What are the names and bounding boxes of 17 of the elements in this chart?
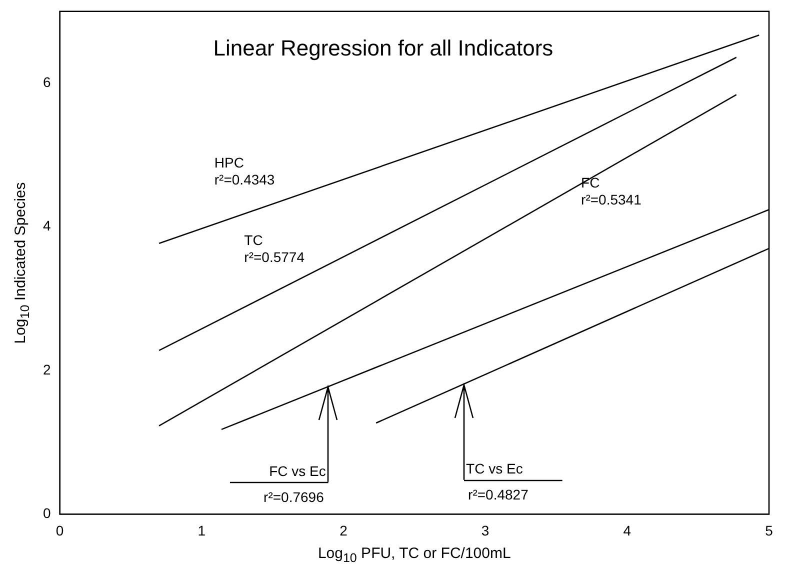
x-axis-title: Log$_{10}$ PFU, TC or FC/100mL bbox=[318, 545, 511, 565]
annotation: HPC r²=0.4343 bbox=[214, 154, 275, 188]
y-tick-label: 0 bbox=[42, 505, 51, 522]
annotation: FC vs Ec r²=0.7696 bbox=[264, 462, 326, 505]
y-tick-label: 4 bbox=[42, 218, 51, 234]
annotation: TC r²=0.5774 bbox=[244, 232, 305, 266]
y-tick-label: 6 bbox=[42, 74, 51, 90]
x-tick-label: 5 bbox=[765, 522, 774, 538]
text: Linear Regression for all Indicators bbox=[213, 35, 554, 60]
x-tick-label: 0 bbox=[56, 522, 64, 538]
annotation: TC vs Ec r²=0.4827 bbox=[466, 460, 529, 503]
annotation: FC r²=0.5341 bbox=[581, 174, 642, 208]
y-tick-label: 2 bbox=[42, 361, 51, 378]
x-tick-label: 2 bbox=[340, 522, 348, 538]
x-tick-label: 4 bbox=[623, 522, 632, 538]
x-tick-label: 1 bbox=[198, 522, 206, 538]
x-tick-label: 3 bbox=[481, 522, 490, 538]
